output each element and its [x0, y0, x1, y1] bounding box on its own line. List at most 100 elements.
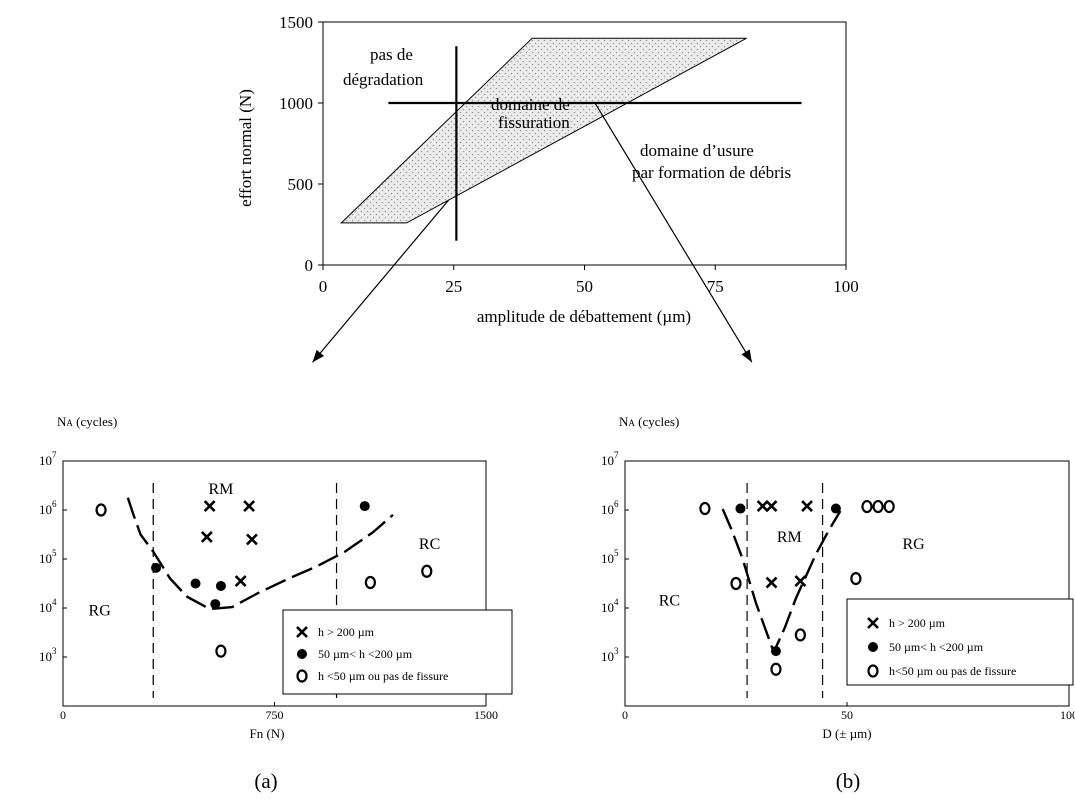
data-point-dot [151, 562, 162, 573]
y-tick-label: 1000 [279, 94, 313, 113]
legend-entry-label: 50 µm< h <200 µm [889, 640, 984, 654]
data-point-cross [234, 575, 247, 587]
y-tick-label: 105 [601, 548, 619, 566]
panel-a-legend-box [282, 609, 513, 695]
data-point-dot [215, 580, 226, 591]
arrowhead-icon [741, 349, 752, 363]
legend-marker-cross [867, 617, 879, 629]
x-tick-label: 1500 [474, 708, 498, 722]
x-tick-label: 0 [622, 708, 628, 722]
y-tick-label: 106 [39, 499, 57, 517]
annotation-cracking-line2: fissuration [498, 113, 570, 132]
data-point-dot [770, 646, 781, 657]
y-tick-label: 105 [39, 548, 57, 566]
data-point-ring [95, 503, 107, 517]
regime-boundary-curve [126, 497, 394, 611]
data-point-dot [830, 503, 841, 514]
panel-a-x-axis-label: Fn (N) [249, 726, 284, 741]
data-point-cross [246, 533, 258, 546]
legend-entry-label: 50 µm< h <200 µm [318, 647, 413, 661]
data-point-ring [421, 564, 433, 578]
legend-marker-ring [867, 664, 879, 678]
legend-entry-label: h <50 µm ou pas de fissure [318, 669, 448, 683]
y-tick-label: 1500 [279, 13, 313, 32]
arrowhead-icon [312, 349, 324, 363]
cracking-domain-region [340, 37, 747, 224]
data-point-ring [794, 628, 806, 642]
x-tick-label: 50 [576, 277, 593, 296]
pointer-arrow-line [312, 199, 449, 363]
top-x-axis-label: amplitude de débattement (µm) [477, 307, 691, 326]
top-y-axis-label: effort normal (N) [236, 89, 255, 207]
legend-marker-dot [868, 642, 878, 652]
legend-entry-label: h > 200 µm [318, 625, 375, 639]
panel-b-label: (b) [836, 769, 861, 793]
x-tick-label: 25 [445, 277, 462, 296]
region-label-rg: RG [89, 602, 112, 619]
data-point-ring [770, 662, 782, 676]
region-label-rg: RG [902, 536, 925, 553]
y-tick-label: 103 [601, 646, 619, 664]
y-tick-label: 0 [305, 256, 314, 275]
panel-b-legend-box [846, 598, 1074, 686]
x-tick-label: 0 [60, 708, 66, 722]
data-point-cross [794, 575, 807, 587]
panel-a-chart: NA (cycles) 0 750 1500 103 104 105 106 107 RM RC… [39, 414, 513, 793]
data-point-dot [190, 578, 201, 589]
data-point-dot [359, 501, 370, 512]
panel-b-y-axis-title: NA (cycles) [619, 414, 679, 429]
annotation-wear-line1: domaine d’usure [640, 141, 754, 160]
legend-marker-cross [296, 626, 308, 638]
region-label-rc: RC [419, 536, 440, 553]
data-point-dot [735, 503, 746, 514]
y-tick-label: 107 [601, 450, 619, 468]
annotation-cracking-line1: domaine de [491, 95, 570, 114]
data-point-dot [210, 599, 221, 610]
y-tick-label: 103 [39, 646, 57, 664]
data-point-cross [200, 531, 213, 543]
data-point-ring [872, 499, 884, 514]
data-point-ring [861, 499, 873, 514]
y-tick-label: 104 [39, 597, 57, 615]
legend-entry-label: h > 200 µm [889, 616, 946, 630]
x-tick-label: 100 [833, 277, 859, 296]
data-point-ring [699, 501, 711, 516]
panel-a-y-axis-title: NA (cycles) [57, 414, 117, 429]
pointer-arrow-line [594, 102, 753, 363]
x-tick-label: 50 [841, 708, 853, 722]
data-point-cross [765, 576, 778, 589]
legend-marker-dot [297, 649, 307, 659]
annotation-no-damage-line1: pas de [370, 45, 413, 64]
y-tick-label: 106 [601, 499, 619, 517]
legend-entry-label: h<50 µm ou pas de fissure [889, 664, 1016, 678]
data-point-ring [364, 575, 376, 590]
data-point-cross [765, 500, 778, 512]
x-tick-label: 100 [1060, 708, 1075, 722]
x-tick-label: 750 [266, 708, 284, 722]
data-point-ring [883, 499, 895, 514]
panel-b-x-axis-label: D (± µm) [822, 726, 871, 741]
data-point-cross [203, 500, 216, 512]
x-tick-label: 0 [319, 277, 328, 296]
region-label-rc: RC [659, 593, 680, 610]
data-point-ring [850, 571, 862, 586]
data-point-cross [801, 500, 813, 512]
legend-marker-ring [296, 669, 308, 683]
region-label-rm: RM [777, 529, 802, 546]
data-point-cross [756, 500, 769, 512]
y-tick-label: 500 [288, 175, 314, 194]
data-point-ring [215, 644, 227, 658]
annotation-no-damage-line2: dégradation [343, 70, 424, 89]
y-tick-label: 104 [601, 597, 619, 615]
regime-boundary-curve [721, 508, 842, 656]
y-tick-label: 107 [39, 450, 57, 468]
data-point-ring [730, 576, 742, 591]
x-tick-label: 75 [707, 277, 724, 296]
annotation-wear-line2: par formation de débris [632, 163, 791, 182]
region-label-rm: RM [208, 481, 233, 498]
panel-b-chart: NA (cycles) 0 50 100 103 104 105 106 107 RM RG RC… [601, 414, 1075, 793]
data-point-cross [243, 500, 256, 512]
panel-a-label: (a) [254, 769, 277, 793]
